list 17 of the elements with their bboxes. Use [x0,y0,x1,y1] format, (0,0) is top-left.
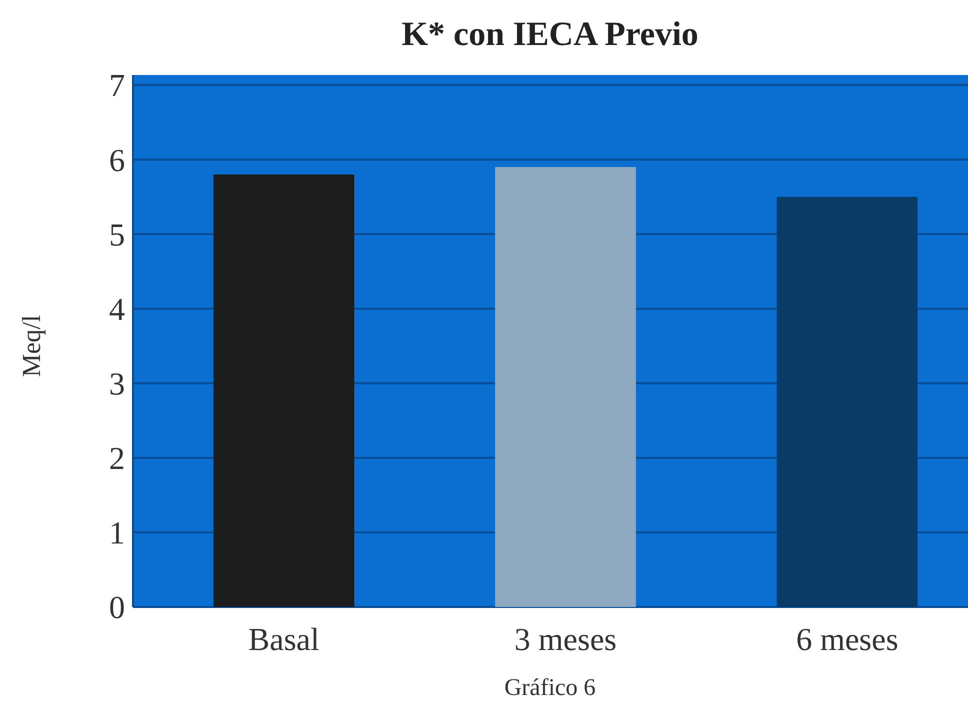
x-tick-label: 3 meses [514,621,617,657]
y-axis-title: Meq/l [17,314,46,378]
y-tick-label: 3 [109,365,125,402]
y-tick-label: 0 [109,589,125,626]
y-tick-label: 4 [109,290,125,327]
y-tick-label: 2 [109,440,125,476]
x-tick-label: 6 meses [796,621,898,657]
bar [776,196,918,607]
x-tick-label: Basal [248,621,320,657]
text: Gráfico 6 [504,675,596,701]
y-tick-label: 7 [109,67,125,104]
chart-title: K* con IECA Previo [402,16,698,53]
bar [495,167,636,607]
bar [213,174,354,607]
y-tick-label: 1 [109,514,125,551]
y-tick-label: 6 [109,142,125,178]
y-tick-label: 5 [109,216,125,252]
